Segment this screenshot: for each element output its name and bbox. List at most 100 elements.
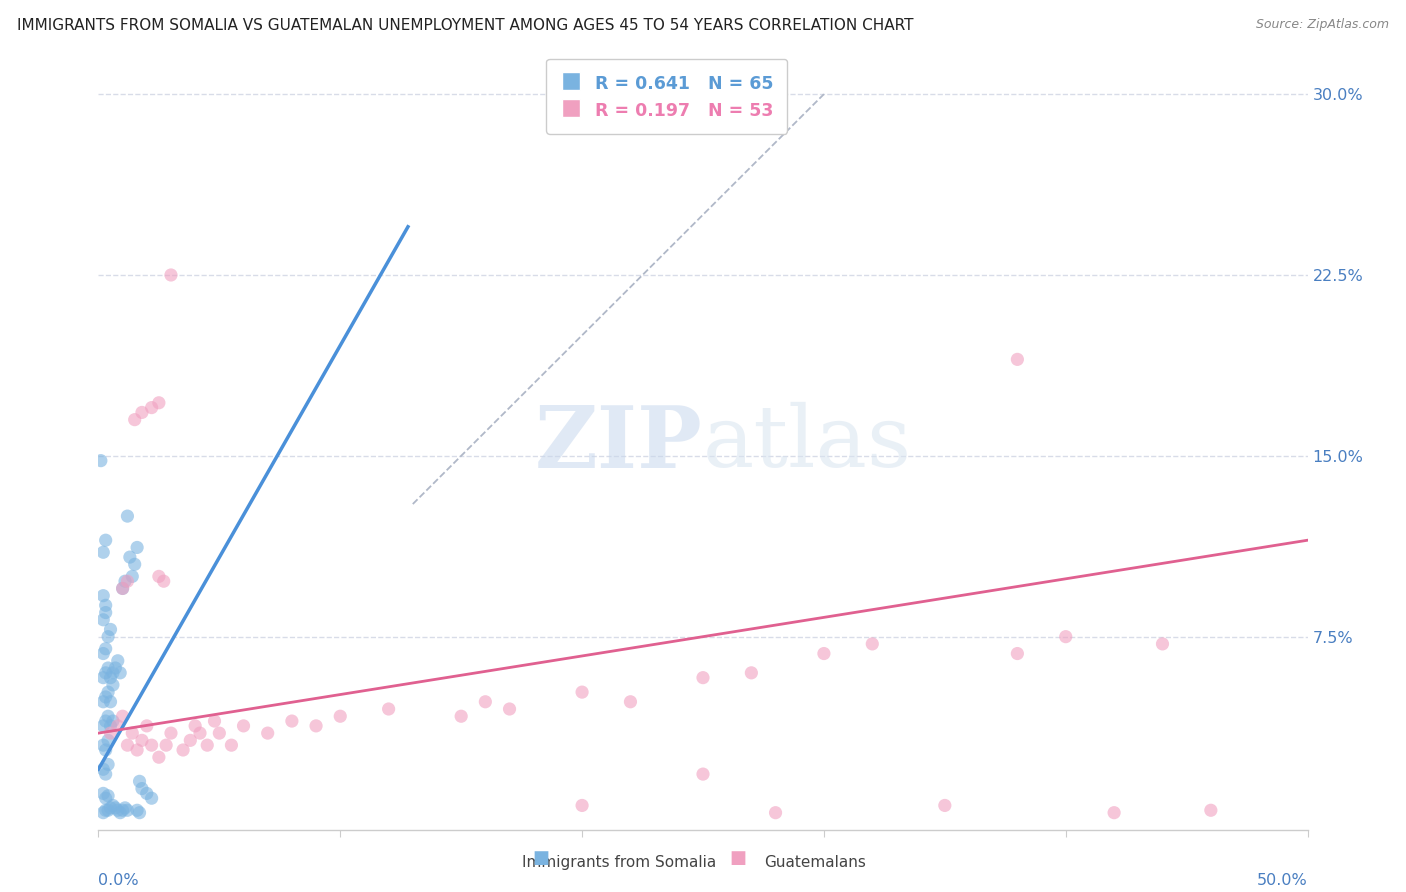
- Point: [97, 685, 120, 699]
- Point: [91, 613, 114, 627]
- Text: ■: ■: [533, 849, 550, 867]
- Point: [127, 743, 149, 757]
- Point: [232, 719, 254, 733]
- Point: [94, 767, 117, 781]
- Point: [94, 803, 117, 817]
- Point: [135, 786, 157, 800]
- Point: [1007, 352, 1029, 367]
- Point: [111, 709, 134, 723]
- Point: [91, 762, 114, 776]
- Text: ■: ■: [730, 849, 747, 867]
- Point: [111, 582, 134, 596]
- Point: [1054, 630, 1077, 644]
- Point: [450, 709, 472, 723]
- Point: [97, 630, 120, 644]
- Point: [117, 803, 139, 817]
- Point: [571, 685, 593, 699]
- Point: [934, 798, 956, 813]
- Point: [111, 582, 134, 596]
- Point: [188, 726, 211, 740]
- Point: [141, 738, 163, 752]
- Point: [127, 803, 149, 817]
- Point: [101, 798, 124, 813]
- Point: [117, 509, 139, 524]
- Point: [256, 726, 278, 740]
- Point: [571, 798, 593, 813]
- Point: [184, 719, 207, 733]
- Point: [91, 589, 114, 603]
- Point: [91, 695, 114, 709]
- Point: [117, 738, 139, 752]
- Point: [107, 719, 129, 733]
- Point: [131, 781, 153, 796]
- Point: [281, 714, 304, 728]
- Point: [204, 714, 226, 728]
- Point: [329, 709, 352, 723]
- Point: [97, 757, 120, 772]
- Point: [179, 733, 201, 747]
- Point: [94, 690, 117, 704]
- Point: [97, 709, 120, 723]
- Text: ZIP: ZIP: [536, 401, 703, 486]
- Point: [97, 733, 120, 747]
- Point: [90, 453, 112, 467]
- Point: [148, 569, 170, 583]
- Point: [91, 647, 114, 661]
- Point: [148, 396, 170, 410]
- Point: [91, 805, 114, 820]
- Point: [97, 803, 120, 817]
- Point: [160, 268, 183, 282]
- Point: [208, 726, 231, 740]
- Point: [740, 665, 762, 680]
- Point: [101, 665, 124, 680]
- Point: [91, 738, 114, 752]
- Point: [94, 714, 117, 728]
- Point: [94, 665, 117, 680]
- Point: [474, 695, 496, 709]
- Text: Guatemalans: Guatemalans: [765, 855, 866, 870]
- Point: [124, 558, 146, 572]
- Point: [305, 719, 328, 733]
- Point: [160, 726, 183, 740]
- Point: [124, 412, 146, 426]
- Text: 50.0%: 50.0%: [1257, 873, 1308, 888]
- Point: [141, 401, 163, 415]
- Legend: R = 0.641   N = 65, R = 0.197   N = 53: R = 0.641 N = 65, R = 0.197 N = 53: [546, 59, 787, 134]
- Point: [94, 533, 117, 548]
- Point: [765, 805, 787, 820]
- Point: [94, 791, 117, 805]
- Point: [94, 641, 117, 656]
- Point: [141, 791, 163, 805]
- Point: [100, 695, 122, 709]
- Point: [91, 786, 114, 800]
- Point: [127, 541, 149, 555]
- Text: 0.0%: 0.0%: [98, 873, 139, 888]
- Point: [860, 637, 883, 651]
- Point: [104, 801, 127, 815]
- Point: [107, 654, 129, 668]
- Point: [97, 661, 120, 675]
- Point: [108, 805, 131, 820]
- Text: Immigrants from Somalia: Immigrants from Somalia: [522, 855, 716, 870]
- Point: [100, 671, 122, 685]
- Point: [377, 702, 399, 716]
- Point: [121, 726, 143, 740]
- Point: [100, 726, 122, 740]
- Text: Source: ZipAtlas.com: Source: ZipAtlas.com: [1256, 18, 1389, 31]
- Point: [94, 743, 117, 757]
- Point: [1007, 647, 1029, 661]
- Point: [692, 671, 714, 685]
- Point: [619, 695, 641, 709]
- Point: [117, 574, 139, 589]
- Point: [813, 647, 835, 661]
- Point: [128, 805, 150, 820]
- Point: [101, 678, 124, 692]
- Text: atlas: atlas: [703, 402, 912, 485]
- Point: [114, 574, 136, 589]
- Point: [692, 767, 714, 781]
- Point: [118, 550, 141, 565]
- Point: [1199, 803, 1222, 817]
- Point: [498, 702, 520, 716]
- Point: [131, 405, 153, 419]
- Point: [114, 801, 136, 815]
